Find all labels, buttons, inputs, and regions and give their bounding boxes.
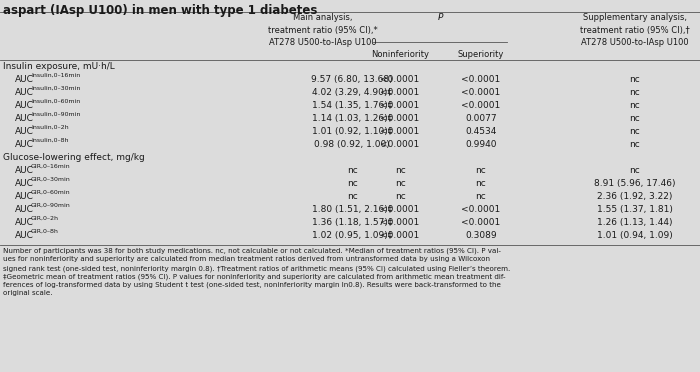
Text: ues for noninferiority and superiority are calculated from median treatment rati: ues for noninferiority and superiority a… bbox=[3, 257, 490, 263]
Text: <0.0001: <0.0001 bbox=[380, 218, 419, 227]
Text: 2.36 (1.92, 3.22): 2.36 (1.92, 3.22) bbox=[597, 192, 673, 201]
Text: Number of participants was 38 for both study medications. nc, not calculable or : Number of participants was 38 for both s… bbox=[3, 248, 501, 254]
Text: Insulin,0–30min: Insulin,0–30min bbox=[31, 86, 80, 91]
Text: 1.14 (1.03, 1.26)‡: 1.14 (1.03, 1.26)‡ bbox=[312, 114, 392, 123]
Text: nc: nc bbox=[629, 88, 641, 97]
Text: AUC: AUC bbox=[15, 179, 34, 188]
Text: <0.0001: <0.0001 bbox=[380, 140, 419, 149]
Text: AUC: AUC bbox=[15, 127, 34, 136]
Text: AUC: AUC bbox=[15, 88, 34, 97]
Text: <0.0001: <0.0001 bbox=[380, 75, 419, 84]
Text: GIR,0–8h: GIR,0–8h bbox=[31, 229, 59, 234]
Text: AUC: AUC bbox=[15, 101, 34, 110]
Text: nc: nc bbox=[395, 179, 405, 188]
Text: <0.0001: <0.0001 bbox=[380, 88, 419, 97]
Text: 1.01 (0.92, 1.10)‡: 1.01 (0.92, 1.10)‡ bbox=[312, 127, 392, 136]
Text: ‡Geometric mean of treatment ratios (95% CI). P values for noninferiority and su: ‡Geometric mean of treatment ratios (95%… bbox=[3, 273, 505, 280]
Text: nc: nc bbox=[629, 75, 641, 84]
Text: 0.0077: 0.0077 bbox=[466, 114, 497, 123]
Text: 1.54 (1.35, 1.76)‡: 1.54 (1.35, 1.76)‡ bbox=[312, 101, 392, 110]
Text: 8.91 (5.96, 17.46): 8.91 (5.96, 17.46) bbox=[594, 179, 676, 188]
Text: nc: nc bbox=[629, 166, 641, 175]
Text: GIR,0–16min: GIR,0–16min bbox=[31, 164, 71, 169]
Text: P: P bbox=[438, 13, 442, 22]
Text: aspart (IAsp U100) in men with type 1 diabetes: aspart (IAsp U100) in men with type 1 di… bbox=[3, 4, 317, 17]
Text: <0.0001: <0.0001 bbox=[461, 101, 500, 110]
Text: 1.02 (0.95, 1.09)‡: 1.02 (0.95, 1.09)‡ bbox=[312, 231, 392, 240]
Text: GIR,0–2h: GIR,0–2h bbox=[31, 216, 59, 221]
Text: nc: nc bbox=[475, 166, 486, 175]
Text: 0.9940: 0.9940 bbox=[466, 140, 497, 149]
Text: AUC: AUC bbox=[15, 205, 34, 214]
Text: GIR,0–60min: GIR,0–60min bbox=[31, 190, 71, 195]
Text: nc: nc bbox=[629, 127, 641, 136]
Text: 1.55 (1.37, 1.81): 1.55 (1.37, 1.81) bbox=[597, 205, 673, 214]
Text: nc: nc bbox=[346, 192, 358, 201]
Text: AUC: AUC bbox=[15, 231, 34, 240]
Text: nc: nc bbox=[629, 101, 641, 110]
Text: AUC: AUC bbox=[15, 192, 34, 201]
Text: Insulin,0–90min: Insulin,0–90min bbox=[31, 112, 80, 117]
Text: Insulin,0–60min: Insulin,0–60min bbox=[31, 99, 80, 104]
Text: <0.0001: <0.0001 bbox=[380, 127, 419, 136]
Text: 1.01 (0.94, 1.09): 1.01 (0.94, 1.09) bbox=[597, 231, 673, 240]
Text: AUC: AUC bbox=[15, 140, 34, 149]
Text: <0.0001: <0.0001 bbox=[380, 231, 419, 240]
Text: nc: nc bbox=[475, 179, 486, 188]
Text: nc: nc bbox=[346, 166, 358, 175]
Text: nc: nc bbox=[346, 179, 358, 188]
Text: GIR,0–30min: GIR,0–30min bbox=[31, 177, 71, 182]
Text: nc: nc bbox=[629, 140, 641, 149]
Text: <0.0001: <0.0001 bbox=[380, 101, 419, 110]
Text: 4.02 (3.29, 4.90)‡: 4.02 (3.29, 4.90)‡ bbox=[312, 88, 392, 97]
Text: Superiority: Superiority bbox=[458, 50, 504, 59]
Text: nc: nc bbox=[629, 114, 641, 123]
Text: <0.0001: <0.0001 bbox=[380, 114, 419, 123]
Text: signed rank test (one-sided test, noninferiority margin 0.8). †Treatment ratios : signed rank test (one-sided test, noninf… bbox=[3, 265, 510, 272]
Text: 0.3089: 0.3089 bbox=[466, 231, 497, 240]
Text: 1.36 (1.18, 1.57)‡: 1.36 (1.18, 1.57)‡ bbox=[312, 218, 392, 227]
Text: ferences of log-transformed data by using Student t test (one-sided test, noninf: ferences of log-transformed data by usin… bbox=[3, 282, 501, 289]
Text: 0.4534: 0.4534 bbox=[466, 127, 497, 136]
Text: nc: nc bbox=[475, 192, 486, 201]
Text: AUC: AUC bbox=[15, 166, 34, 175]
Text: 1.80 (1.51, 2.16)‡: 1.80 (1.51, 2.16)‡ bbox=[312, 205, 392, 214]
Text: nc: nc bbox=[395, 166, 405, 175]
Text: Insulin,0–2h: Insulin,0–2h bbox=[31, 125, 69, 130]
Text: Noninferiority: Noninferiority bbox=[371, 50, 429, 59]
Text: <0.0001: <0.0001 bbox=[461, 218, 500, 227]
Text: Main analysis,
treatment ratio (95% CI),*
AT278 U500-to-IAsp U100: Main analysis, treatment ratio (95% CI),… bbox=[267, 13, 377, 47]
Text: Insulin,0–8h: Insulin,0–8h bbox=[31, 138, 69, 143]
Text: Supplementary analysis,
treatment ratio (95% CI),†
AT278 U500-to-IAsp U100: Supplementary analysis, treatment ratio … bbox=[580, 13, 690, 47]
Text: nc: nc bbox=[395, 192, 405, 201]
Text: 1.26 (1.13, 1.44): 1.26 (1.13, 1.44) bbox=[597, 218, 673, 227]
Text: original scale.: original scale. bbox=[3, 291, 52, 296]
Text: <0.0001: <0.0001 bbox=[380, 205, 419, 214]
Text: <0.0001: <0.0001 bbox=[461, 88, 500, 97]
Text: 0.98 (0.92, 1.00): 0.98 (0.92, 1.00) bbox=[314, 140, 390, 149]
Text: 9.57 (6.80, 13.68): 9.57 (6.80, 13.68) bbox=[312, 75, 393, 84]
Text: Insulin exposure, mU·h/L: Insulin exposure, mU·h/L bbox=[3, 62, 115, 71]
Text: AUC: AUC bbox=[15, 75, 34, 84]
Text: AUC: AUC bbox=[15, 114, 34, 123]
Text: <0.0001: <0.0001 bbox=[461, 75, 500, 84]
Text: GIR,0–90min: GIR,0–90min bbox=[31, 203, 71, 208]
Text: <0.0001: <0.0001 bbox=[461, 205, 500, 214]
Text: Glucose-lowering effect, mg/kg: Glucose-lowering effect, mg/kg bbox=[3, 153, 145, 162]
Text: Insulin,0–16min: Insulin,0–16min bbox=[31, 73, 80, 78]
Text: AUC: AUC bbox=[15, 218, 34, 227]
